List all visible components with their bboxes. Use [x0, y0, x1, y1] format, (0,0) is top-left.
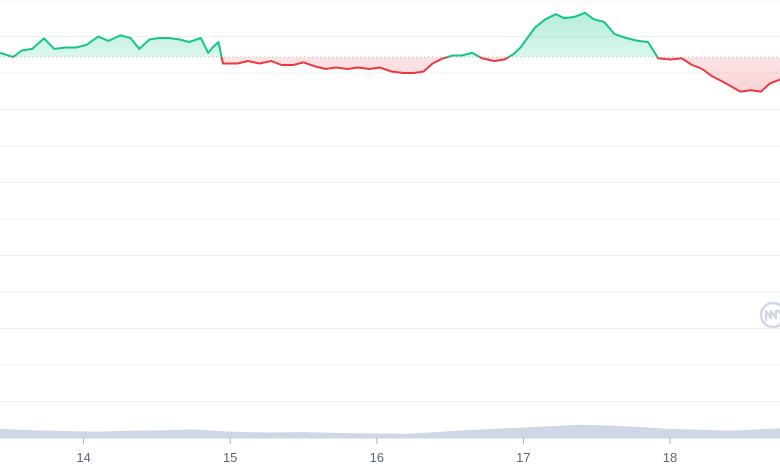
volume-area-fill — [0, 424, 780, 438]
price-line — [0, 11, 780, 93]
x-tick-label: 17 — [516, 450, 530, 465]
x-axis-ticks: 14 15 16 17 18 — [76, 438, 677, 465]
down-area — [0, 56, 780, 92]
watermark-logo-icon — [758, 300, 780, 330]
x-tick-label: 15 — [223, 450, 237, 465]
grid-lines — [0, 0, 780, 402]
price-line-down — [9, 56, 780, 93]
price-line-up — [0, 11, 659, 57]
x-tick-label: 16 — [370, 450, 384, 465]
x-tick-label: 14 — [76, 450, 90, 465]
price-area-fill — [0, 12, 780, 92]
up-area — [0, 12, 658, 57]
x-tick-label: 18 — [663, 450, 677, 465]
volume-area — [0, 424, 780, 438]
